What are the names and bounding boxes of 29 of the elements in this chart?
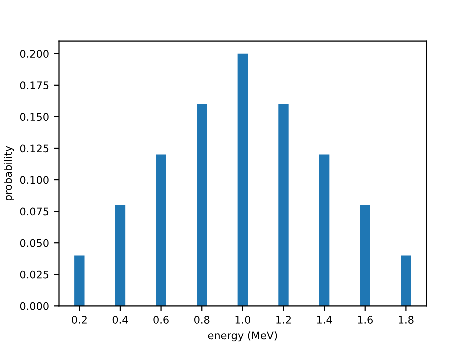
bar	[74, 256, 85, 306]
y-tick-label: 0.025	[20, 270, 49, 279]
bar	[401, 256, 412, 306]
x-tick-label: 0.2	[72, 316, 87, 324]
bar	[156, 154, 166, 306]
x-tick-label: 1.8	[399, 316, 414, 324]
y-tick-label: 0.200	[20, 50, 49, 58]
x-tick-label: 0.6	[154, 316, 169, 324]
x-tick-label: 1.2	[276, 316, 291, 324]
y-tick-label: 0.000	[20, 302, 49, 310]
bar	[360, 205, 370, 306]
bar	[238, 54, 248, 306]
y-tick-label: 0.050	[20, 239, 49, 248]
x-tick-label: 1.0	[236, 316, 251, 324]
bar	[115, 205, 126, 306]
x-tick-label: 1.4	[317, 316, 332, 324]
bar	[278, 104, 289, 306]
y-axis-title: probability	[4, 146, 14, 201]
y-tick-label: 0.125	[20, 144, 49, 153]
x-axis-title: energy (MeV)	[208, 332, 278, 342]
x-tick-label: 1.6	[358, 316, 373, 324]
y-tick-label: 0.150	[20, 113, 49, 122]
bar	[197, 104, 208, 306]
x-tick-label: 0.8	[194, 316, 210, 324]
x-tick-label: 0.4	[112, 316, 128, 324]
y-tick-label: 0.075	[20, 208, 49, 216]
y-tick-label: 0.100	[20, 176, 49, 184]
y-tick-label: 0.175	[20, 82, 49, 90]
bar	[319, 154, 330, 306]
